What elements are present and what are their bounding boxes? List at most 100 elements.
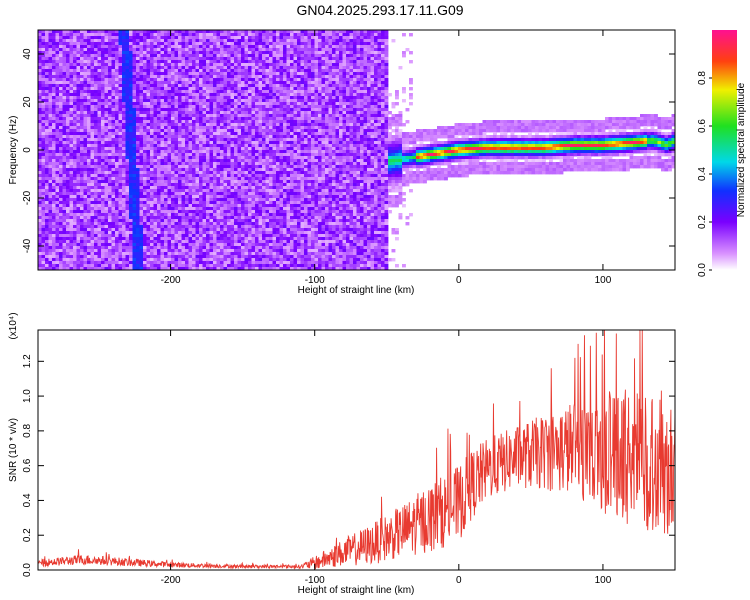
heatmap-cell <box>244 84 249 88</box>
heatmap-cell <box>227 210 231 214</box>
heatmap-cell <box>185 129 189 133</box>
heatmap-cell <box>220 213 224 217</box>
heatmap-cell <box>38 57 42 61</box>
heatmap-cell <box>255 39 259 43</box>
heatmap-cell <box>251 219 256 223</box>
heatmap-cell <box>220 30 224 34</box>
heatmap-cell <box>52 219 56 223</box>
heatmap-cell <box>55 150 60 154</box>
heatmap-cell <box>216 45 221 49</box>
heatmap-cell <box>118 75 123 79</box>
heatmap-cell <box>160 186 165 190</box>
heatmap-cell <box>111 201 116 205</box>
heatmap-cell <box>83 171 88 175</box>
heatmap-cell <box>188 171 193 175</box>
heatmap-cell <box>136 99 140 103</box>
heatmap-cell <box>132 219 137 223</box>
heatmap-cell <box>129 171 133 175</box>
heatmap-cell <box>129 252 133 256</box>
heatmap-cell <box>66 162 70 166</box>
heatmap-cell <box>181 111 186 115</box>
heatmap-cell <box>164 138 168 142</box>
heatmap-cell <box>87 186 91 190</box>
heatmap-cell <box>143 114 147 118</box>
heatmap-cell <box>97 117 102 121</box>
heatmap-cell <box>220 216 224 220</box>
heatmap-cell <box>199 183 203 187</box>
heatmap-cell <box>55 75 60 79</box>
heatmap-cell <box>153 225 158 229</box>
heatmap-cell <box>80 90 84 94</box>
heatmap-cell <box>41 234 46 238</box>
heatmap-cell <box>157 120 161 124</box>
heatmap-cell <box>153 105 158 109</box>
heatmap-cell <box>69 66 74 70</box>
heatmap-cell <box>118 159 123 163</box>
heatmap-cell <box>178 174 182 178</box>
heatmap-cell <box>97 174 102 178</box>
heatmap-cell <box>174 180 179 184</box>
heatmap-cell <box>136 228 140 232</box>
heatmap-cell <box>255 78 259 82</box>
heatmap-cell <box>87 117 91 121</box>
heatmap-cell <box>136 51 140 55</box>
heatmap-cell <box>104 243 109 247</box>
heatmap-cell <box>185 198 189 202</box>
heatmap-cell <box>181 72 186 76</box>
heatmap-cell <box>199 72 203 76</box>
heatmap-cell <box>255 111 259 115</box>
heatmap-cell <box>188 69 193 73</box>
heatmap-cell <box>101 198 105 202</box>
heatmap-cell <box>185 78 189 82</box>
heatmap-cell <box>234 105 238 109</box>
heatmap-cell <box>241 48 245 52</box>
heatmap-cell <box>237 210 242 214</box>
heatmap-cell <box>192 258 196 262</box>
heatmap-cell <box>108 168 112 172</box>
heatmap-cell <box>185 99 189 103</box>
heatmap-cell <box>244 246 249 250</box>
heatmap-cell <box>248 99 252 103</box>
heatmap-cell <box>223 123 228 127</box>
heatmap-cell <box>118 132 123 136</box>
heatmap-cell <box>181 210 186 214</box>
heatmap-cell <box>171 177 175 181</box>
heatmap-cell <box>230 114 235 118</box>
heatmap-cell <box>206 60 210 64</box>
heatmap-cell <box>150 228 154 232</box>
heatmap-cell <box>104 264 109 268</box>
heatmap-cell <box>80 138 84 142</box>
heatmap-cell <box>118 258 123 262</box>
heatmap-cell <box>160 96 165 100</box>
heatmap-cell <box>230 33 235 37</box>
heatmap-cell <box>227 192 231 196</box>
heatmap-cell <box>139 78 144 82</box>
heatmap-cell <box>132 198 137 202</box>
heatmap-cell <box>104 60 109 64</box>
heatmap-cell <box>160 210 165 214</box>
heatmap-cell <box>76 72 81 76</box>
heatmap-cell <box>216 171 221 175</box>
heatmap-cell <box>45 96 49 100</box>
heatmap-cell <box>94 105 98 109</box>
heatmap-cell <box>143 96 147 100</box>
heatmap-cell <box>41 114 46 118</box>
heatmap-cell <box>83 219 88 223</box>
heatmap-cell <box>195 210 200 214</box>
heatmap-cell <box>195 72 200 76</box>
heatmap-cell <box>213 63 217 67</box>
heatmap-cell <box>38 84 42 88</box>
heatmap-cell <box>136 135 140 139</box>
heatmap-cell <box>76 186 81 190</box>
heatmap-cell <box>213 39 217 43</box>
heatmap-cell <box>108 198 112 202</box>
heatmap-cell <box>108 111 112 115</box>
heatmap-cell <box>216 30 221 34</box>
heatmap-cell <box>199 120 203 124</box>
heatmap-cell <box>132 78 137 82</box>
heatmap-cell <box>94 156 98 160</box>
heatmap-cell <box>160 30 165 34</box>
heatmap-cell <box>48 57 53 61</box>
heatmap-cell <box>171 264 175 268</box>
heatmap-cell <box>160 69 165 73</box>
